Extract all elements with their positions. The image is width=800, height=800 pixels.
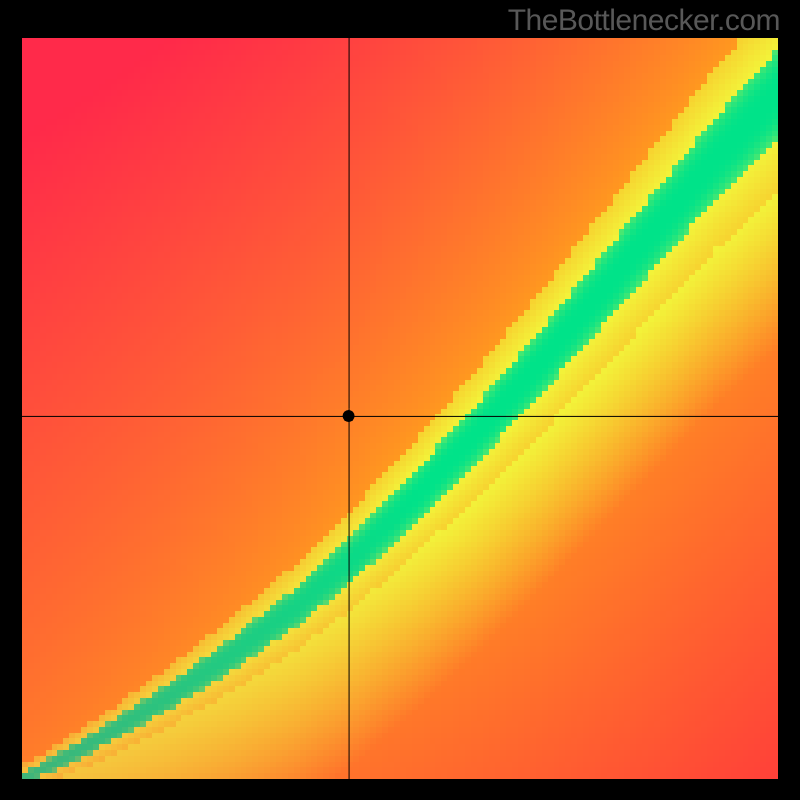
root: TheBottlenecker.com <box>0 0 800 800</box>
watermark-text: TheBottlenecker.com <box>508 4 780 38</box>
heatmap-container <box>22 38 778 779</box>
heatmap-canvas <box>22 38 778 779</box>
